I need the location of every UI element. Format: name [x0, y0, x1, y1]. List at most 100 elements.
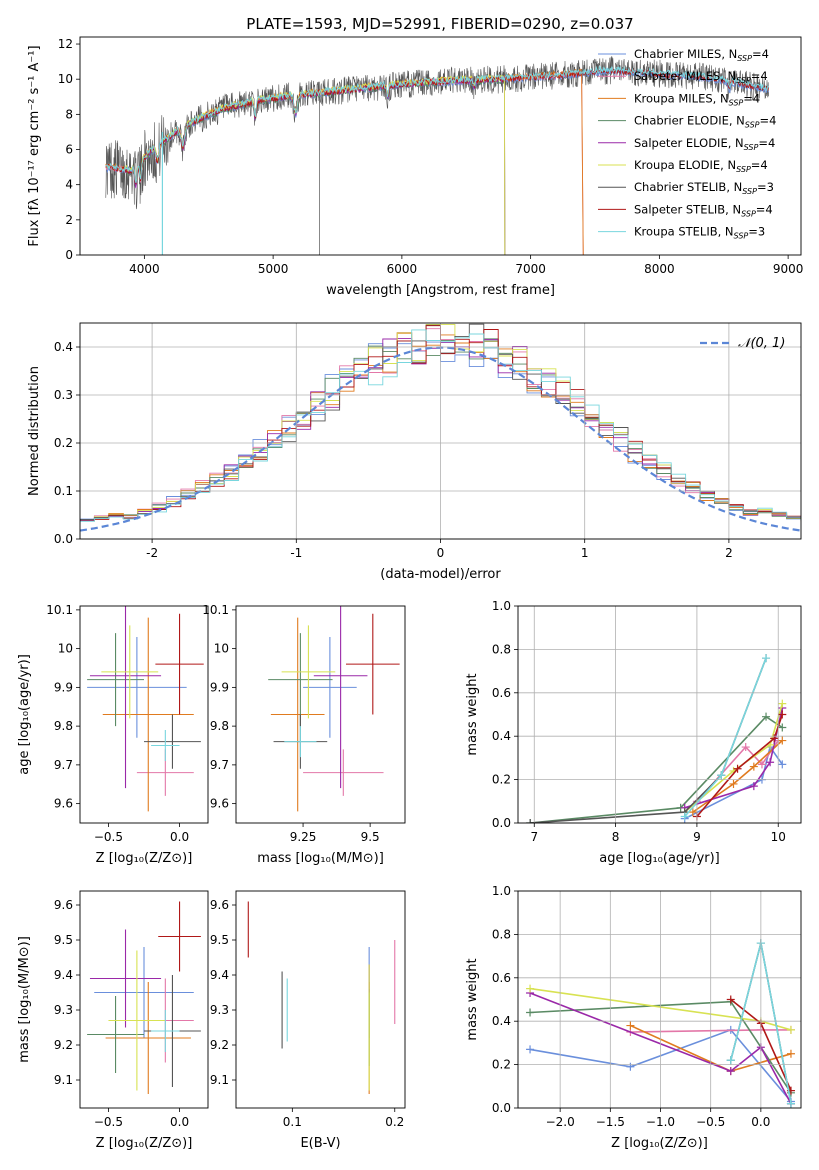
x-tick-label: 10 [771, 830, 786, 844]
x-axis-label: Z [log₁₀(Z/Z⊙)] [96, 1136, 193, 1151]
x-tick-label: −0.5 [94, 830, 123, 844]
errorbar-point [94, 947, 194, 1038]
y-tick-label: 0.6 [492, 686, 511, 700]
y-axis-label: age [log₁₀(age/yr)] [17, 654, 32, 775]
y-tick-label: 0.3 [54, 388, 73, 402]
legend-entry: Chabrier MILES, NSSP=4 [634, 47, 769, 63]
y-tick-label: 9.8 [54, 719, 73, 733]
errorbar-point [102, 617, 194, 812]
errorbar-point [345, 613, 400, 715]
errorbar-point [270, 617, 325, 812]
weight-marker [757, 760, 766, 769]
axes-frame [79, 605, 209, 824]
y-tick-label: 9.6 [54, 898, 73, 912]
errorbar-point [151, 730, 180, 761]
weight-marker [749, 782, 758, 791]
y-tick-label: 0.4 [54, 340, 73, 354]
y-tick-label: 0.2 [54, 436, 73, 450]
plot-area [105, 55, 770, 255]
weight-marker [526, 984, 535, 993]
x-tick-label: 9 [693, 830, 701, 844]
x-tick-label: 0.1 [283, 1115, 302, 1129]
y-tick-label: 0 [65, 248, 73, 262]
weight-marker [680, 812, 689, 821]
weight-line [530, 715, 783, 823]
x-axis-label: Z [log₁₀(Z/Z⊙)] [611, 1136, 708, 1151]
x-tick-label: −1.0 [646, 1115, 675, 1129]
y-tick-label: 0.8 [492, 927, 511, 941]
spectrum-line [124, 74, 506, 255]
y-axis-label: mass [log₁₀(M/M⊙)] [17, 936, 32, 1063]
axes-frame [517, 890, 802, 1109]
y-tick-label: 0.0 [492, 816, 511, 830]
y-tick-label: 0.4 [492, 729, 511, 743]
weight-marker [726, 1067, 735, 1076]
y-tick-label: 6 [65, 143, 73, 157]
errorbar-point [155, 613, 204, 715]
errorbar-point [313, 606, 368, 789]
weight-marker [717, 771, 726, 780]
errorbar-point [151, 1010, 180, 1052]
errorbar-point [303, 637, 357, 738]
y-tick-label: 2 [65, 213, 73, 227]
y-tick-label: 9.3 [54, 1003, 73, 1017]
x-tick-label: 2 [725, 546, 733, 560]
weight-marker [778, 699, 787, 708]
legend: Chabrier MILES, NSSP=4 Salpeter MILES, NS… [598, 47, 776, 241]
y-tick-label: 9.5 [54, 933, 73, 947]
weight-marker [626, 1062, 635, 1071]
y-tick-label: 9.6 [54, 797, 73, 811]
errorbar-point [158, 901, 201, 972]
y-tick-label: 0.0 [54, 532, 73, 546]
legend-entry: Kroupa STELIB, NSSP=3 [634, 225, 765, 241]
y-tick-label: 4 [65, 178, 73, 192]
weight-marker [726, 1056, 735, 1065]
weight-marker [778, 723, 787, 732]
weight-marker [778, 736, 787, 745]
x-tick-label: −1.5 [596, 1115, 625, 1129]
y-tick-label: 9.4 [54, 968, 73, 982]
weight-marker [770, 734, 779, 743]
y-tick-label: 10 [58, 72, 73, 86]
panel-mass-vs-Z: −0.5 0.0 9.1 9.2 9.3 9.4 9.5 9.6 Z [log₁₀(Z/Z⊙)]… [17, 890, 209, 1151]
y-tick-label: 9.8 [210, 719, 229, 733]
panel-age-vs-mass: 9.25 9.5 9.6 9.7 9.8 9.9 10 10.1 mass [log₁₀(M/M… [202, 603, 406, 866]
weight-marker [733, 764, 742, 773]
y-axis-label: mass weight [465, 673, 480, 755]
y-tick-label: 9.2 [54, 1038, 73, 1052]
legend-entry: Salpeter ELODIE, NSSP=4 [634, 136, 775, 152]
errorbar-point [89, 929, 162, 1028]
panel-weight-vs-Z: −2.0 −1.5 −1.0 −0.5 0.0 0.0 0.2 0.4 0.6 0.8 1.0 Z [… [465, 884, 802, 1151]
y-tick-label: 0.2 [492, 1058, 511, 1072]
y-tick-label: 9.1 [210, 1073, 229, 1087]
x-tick-label: 4000 [129, 262, 160, 276]
errorbar-point [89, 606, 162, 789]
weight-marker [726, 995, 735, 1004]
x-tick-label: −0.5 [94, 1115, 123, 1129]
errorbar-point [101, 625, 159, 719]
x-tick-label: 0.0 [170, 1115, 189, 1129]
x-tick-label: 6000 [387, 262, 418, 276]
x-tick-label: 8000 [644, 262, 675, 276]
y-tick-label: 0.4 [492, 1014, 511, 1028]
x-tick-label: 7 [530, 830, 538, 844]
y-axis-label: Flux [fλ 10⁻¹⁷ erg cm⁻² s⁻¹ A⁻¹] [27, 45, 42, 246]
plot-area [247, 901, 396, 1094]
y-tick-label: 9.6 [210, 898, 229, 912]
x-tick-label: -2 [146, 546, 158, 560]
weight-marker [786, 1099, 795, 1108]
x-tick-label: 9.5 [361, 830, 380, 844]
axes-frame [79, 890, 209, 1109]
weight-marker [786, 1049, 795, 1058]
plot-area [526, 654, 787, 823]
y-tick-label: 0.6 [492, 971, 511, 985]
legend-entry: Chabrier ELODIE, NSSP=4 [634, 114, 776, 130]
spectrum-line [105, 65, 769, 184]
weight-marker [762, 654, 771, 663]
y-tick-label: 9.5 [210, 933, 229, 947]
x-tick-label: 7000 [515, 262, 546, 276]
weight-marker [526, 1008, 535, 1017]
x-tick-label: 0.2 [385, 1115, 404, 1129]
weight-marker [766, 758, 775, 767]
spectrum-line [105, 68, 584, 255]
